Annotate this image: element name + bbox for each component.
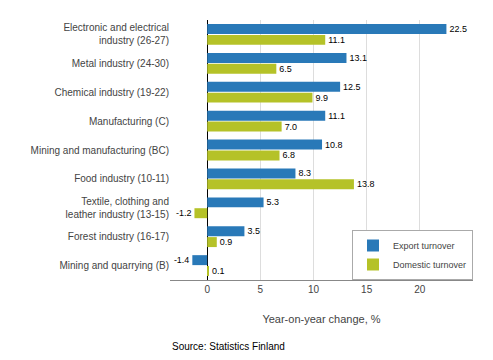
svg-text:8.3: 8.3	[298, 168, 310, 178]
svg-text:Forest industry (16-17): Forest industry (16-17)	[68, 231, 169, 242]
svg-text:12.5: 12.5	[343, 82, 360, 92]
svg-text:20: 20	[414, 284, 426, 295]
svg-text:Source: Statistics Finland: Source: Statistics Finland	[172, 341, 285, 352]
svg-text:Chemical industry (19-22): Chemical industry (19-22)	[55, 87, 170, 98]
svg-text:Electronic and electricalindus: Electronic and electricalindustry (26-27…	[63, 22, 169, 46]
svg-text:0.1: 0.1	[212, 266, 224, 276]
svg-text:0.9: 0.9	[220, 237, 232, 247]
svg-text:13.1: 13.1	[349, 53, 366, 63]
svg-text:13.8: 13.8	[357, 179, 374, 189]
svg-text:5.3: 5.3	[267, 197, 279, 207]
svg-text:Metal industry (24-30): Metal industry (24-30)	[72, 58, 169, 69]
svg-text:11.1: 11.1	[328, 111, 345, 121]
svg-text:5: 5	[258, 284, 264, 295]
svg-text:-1.4: -1.4	[174, 255, 189, 265]
svg-text:6.5: 6.5	[279, 64, 291, 74]
svg-text:Domestic turnover: Domestic turnover	[393, 260, 466, 270]
svg-text:Mining and quarrying (B): Mining and quarrying (B)	[60, 260, 170, 271]
svg-text:22.5: 22.5	[449, 24, 466, 34]
svg-text:10: 10	[308, 284, 320, 295]
svg-text:Food industry (10-11): Food industry (10-11)	[74, 173, 169, 184]
svg-text:Textile, clothing andleather i: Textile, clothing andleather industry (1…	[66, 196, 169, 220]
svg-text:15: 15	[361, 284, 373, 295]
svg-text:6.8: 6.8	[283, 150, 295, 160]
svg-text:Export turnover: Export turnover	[393, 241, 455, 251]
svg-text:Year-on-year change, %: Year-on-year change, %	[262, 313, 380, 325]
svg-text:10.8: 10.8	[325, 140, 342, 150]
svg-text:Mining and manufacturing (BC): Mining and manufacturing (BC)	[31, 145, 169, 156]
svg-text:Manufacturing (C): Manufacturing (C)	[89, 116, 169, 127]
svg-text:7.0: 7.0	[285, 122, 297, 132]
svg-text:3.5: 3.5	[247, 226, 259, 236]
svg-text:11.1: 11.1	[328, 35, 345, 45]
svg-text:0: 0	[204, 284, 210, 295]
svg-text:9.9: 9.9	[315, 93, 327, 103]
svg-text:-1.2: -1.2	[176, 208, 191, 218]
